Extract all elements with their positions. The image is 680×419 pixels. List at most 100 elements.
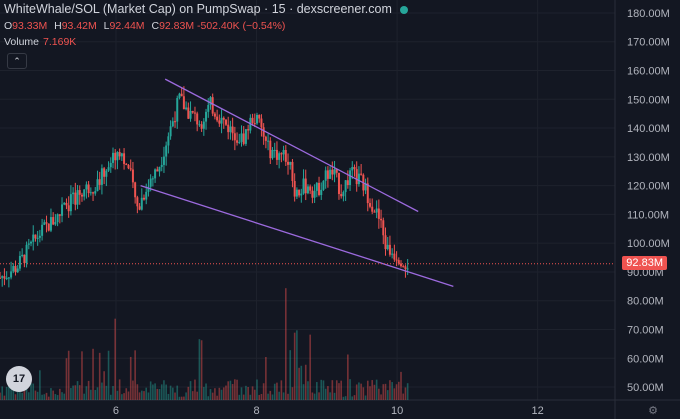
candle-body [74,192,77,205]
settings-gear-icon[interactable]: ⚙ [648,405,658,417]
candle-body [118,152,121,157]
volume-bar [28,392,30,400]
candle-body [269,140,272,159]
candle-body [5,277,8,279]
volume-bar [19,386,21,400]
volume-bar [41,394,43,400]
candle-body [236,140,239,143]
candle-body [220,117,223,124]
y-tick-label: 110.00M [627,209,669,221]
volume-bar [209,389,212,400]
volume-bar [304,364,307,400]
candle-body [271,149,274,159]
volume-bar [178,396,181,400]
candle-body [406,268,409,270]
volume-bar [87,380,90,400]
candle-body [16,268,19,273]
volume-bar [373,384,376,400]
candle-body [322,180,325,190]
y-tick-label: 180.00M [627,8,670,20]
y-tick-label: 70.00M [627,324,664,336]
volume-bar [302,384,305,400]
candle-body [149,178,152,187]
candle-body [373,211,376,213]
volume-bar [404,387,407,400]
candle-body [242,133,245,144]
candle-body [145,191,148,200]
volume-bar [94,389,97,400]
volume-bar [156,388,159,400]
tradingview-logo[interactable]: 17 [6,366,32,392]
candle-body [251,117,254,124]
candle-body [160,164,163,167]
candle-body [211,97,214,114]
candle-body [131,169,134,183]
volume-bar [59,388,61,400]
candle-body [134,182,137,198]
volume-bar [269,390,272,400]
volume-bar [391,382,393,400]
volume-bar [152,384,154,400]
volume-bar [112,386,114,400]
candle-body [63,202,66,205]
volume-bar [32,383,35,400]
volume-bar [203,386,205,400]
candle-body [311,190,314,198]
candle-body [3,276,6,279]
volume-bar [355,384,358,400]
volume-bar [333,392,336,400]
volume-bar [23,384,26,400]
volume-bar [21,392,23,400]
candle-body [366,183,369,204]
volume-bar [289,350,292,400]
lower-trendline [140,184,454,287]
volume-bar [47,396,50,400]
candle-body [300,193,303,196]
candle-body [205,111,208,122]
high-value: 93.42M [61,20,97,32]
candle-body [89,192,92,194]
candle-body [171,121,174,127]
candle-body [136,197,139,207]
candle-body [404,266,407,270]
volume-bar [3,395,6,400]
volume-bar [402,393,405,400]
candle-body [32,234,35,242]
volume-bar [103,371,105,400]
volume-bar [218,387,221,400]
y-tick-label: 100.00M [627,238,670,250]
volume-bar [180,396,183,400]
candle-body [318,182,321,196]
volume-bar [316,382,318,400]
volume-bar [36,391,39,400]
volume-bar [34,390,37,400]
candle-body [337,172,340,195]
x-tick-label: 8 [253,405,259,417]
candle-body [49,217,52,231]
candle-body [43,222,46,225]
volume-bar [229,380,232,400]
candle-body [111,152,114,163]
candle-body [65,202,68,206]
volume-bar [406,383,409,400]
volume-bar [285,288,287,400]
candle-body [273,149,276,151]
candle-body [244,129,247,144]
candle-body [267,140,270,142]
volume-bar [216,395,218,400]
volume-bar [52,390,54,400]
y-tick-label: 160.00M [627,66,670,78]
x-tick-label: 6 [113,405,119,417]
volume-bar [349,379,351,400]
volume-bar [249,394,252,400]
volume-bar [158,389,161,400]
candle-body [346,180,349,186]
volume-bar [72,385,74,400]
candle-body [129,168,132,170]
y-tick-label: 60.00M [627,353,664,365]
collapse-legend-button[interactable]: ⌃ [7,53,27,69]
candle-body [189,110,192,119]
volume-bar [191,391,194,400]
volume-bar [30,383,32,400]
